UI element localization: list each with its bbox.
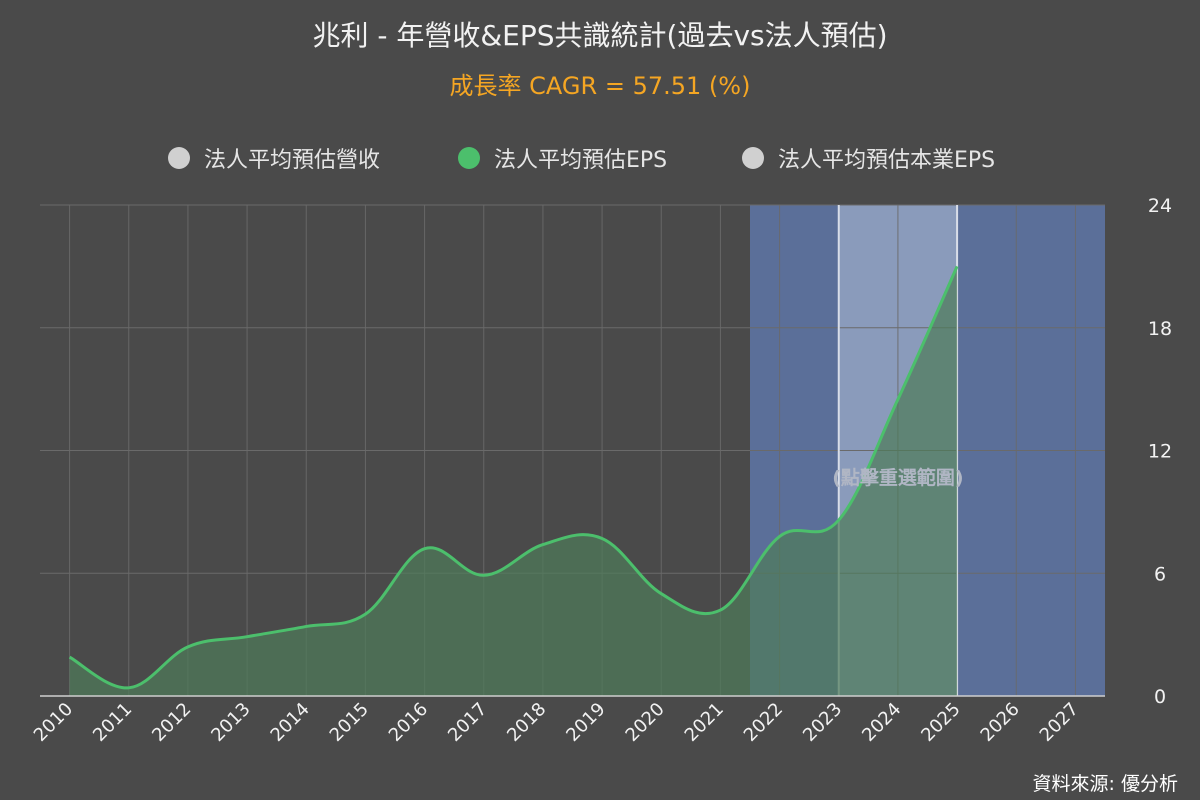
legend-item-eps[interactable]: 法人平均預估EPS (458, 140, 667, 176)
x-tick-label: 2027 (1036, 699, 1083, 746)
y-tick-label: 24 (1148, 195, 1172, 217)
legend: 法人平均預估營收 法人平均預估EPS 法人平均預估本業EPS (0, 140, 1200, 176)
legend-label-core-eps: 法人平均預估本業EPS (778, 148, 996, 173)
x-tick-label: 2023 (799, 699, 846, 746)
y-tick-label: 0 (1154, 686, 1166, 708)
x-tick-label: 2024 (858, 699, 905, 746)
x-tick-label: 2013 (207, 699, 254, 746)
x-tick-label: 2022 (740, 699, 787, 746)
legend-item-core-eps[interactable]: 法人平均預估本業EPS (742, 140, 995, 176)
cagr-subtitle: 成長率 CAGR = 57.51 (%) (449, 72, 751, 100)
chart-title: 兆利 - 年營收&EPS共識統計(過去vs法人預估) (312, 19, 888, 52)
x-tick-label: 2012 (148, 699, 195, 746)
x-tick-label: 2014 (267, 699, 314, 746)
legend-dot-eps (458, 147, 480, 169)
reselect-range-hint: (點擊重選範圍) (832, 466, 963, 489)
legend-dot-core-eps (742, 147, 764, 169)
x-tick-label: 2016 (385, 699, 432, 746)
x-tick-label: 2019 (562, 699, 609, 746)
x-tick-label: 2018 (503, 699, 550, 746)
eps-area (69, 266, 958, 696)
eps-line (68, 265, 959, 690)
data-source: 資料來源: 優分析 (1032, 773, 1178, 795)
x-tick-label: 2025 (917, 699, 964, 746)
y-tick-label: 6 (1154, 563, 1166, 585)
x-tick-label: 2020 (622, 699, 669, 746)
x-tick-label: 2026 (977, 699, 1024, 746)
legend-item-revenue[interactable]: 法人平均預估營收 (168, 140, 380, 176)
y-tick-label: 18 (1148, 318, 1172, 340)
legend-label-eps: 法人平均預估EPS (494, 148, 668, 173)
x-tick-label: 2011 (89, 699, 136, 746)
x-tick-label: 2010 (30, 699, 77, 746)
x-tick-label: 2015 (326, 699, 373, 746)
legend-dot-revenue (168, 147, 190, 169)
x-tick-label: 2021 (681, 699, 728, 746)
x-tick-label: 2017 (444, 699, 491, 746)
legend-label-revenue: 法人平均預估營收 (204, 148, 381, 173)
y-tick-label: 12 (1148, 441, 1172, 463)
